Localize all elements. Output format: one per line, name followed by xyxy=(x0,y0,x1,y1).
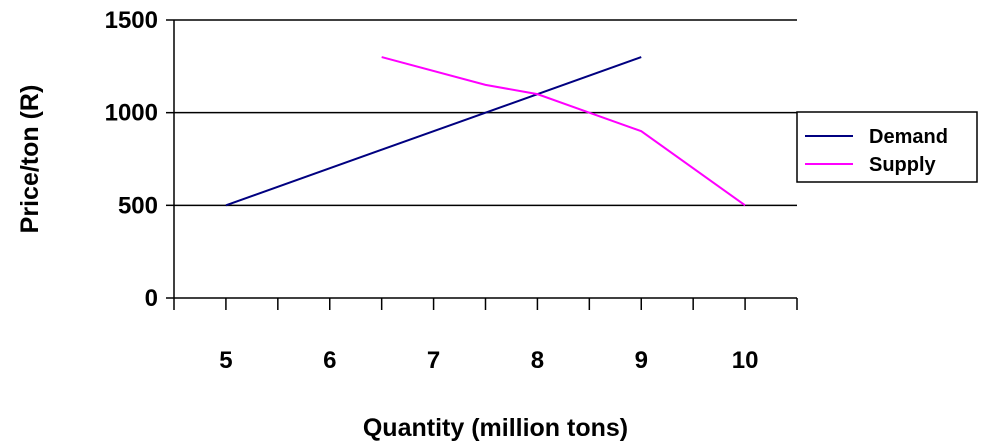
x-tick-label: 8 xyxy=(531,347,544,374)
legend-label-supply: Supply xyxy=(869,154,937,176)
x-tick-label: 7 xyxy=(427,347,440,374)
x-tick-label: 10 xyxy=(732,347,759,374)
x-tick-label: 9 xyxy=(635,347,648,374)
x-axis-ticks: 5 6 7 8 9 10 xyxy=(173,298,798,374)
x-tick-label: 5 xyxy=(219,347,232,374)
legend-label-demand: Demand xyxy=(869,126,948,148)
series-line-demand xyxy=(225,56,642,207)
y-tick-label: 1000 xyxy=(105,100,158,127)
series-layer xyxy=(225,56,746,207)
axes xyxy=(173,20,797,299)
legend-box xyxy=(796,111,978,183)
x-axis-title: Quantity (million tons) xyxy=(363,414,628,442)
legend: Demand Supply xyxy=(796,111,978,183)
y-tick-label: 0 xyxy=(145,285,158,312)
y-axis-ticks: 0 500 1000 1500 xyxy=(105,7,174,312)
y-axis-title: Price/ton (R) xyxy=(16,85,44,234)
series-line-supply xyxy=(381,56,746,207)
y-tick-label: 1500 xyxy=(105,7,158,34)
x-tick-label: 6 xyxy=(323,347,336,374)
y-tick-label: 500 xyxy=(118,192,158,219)
